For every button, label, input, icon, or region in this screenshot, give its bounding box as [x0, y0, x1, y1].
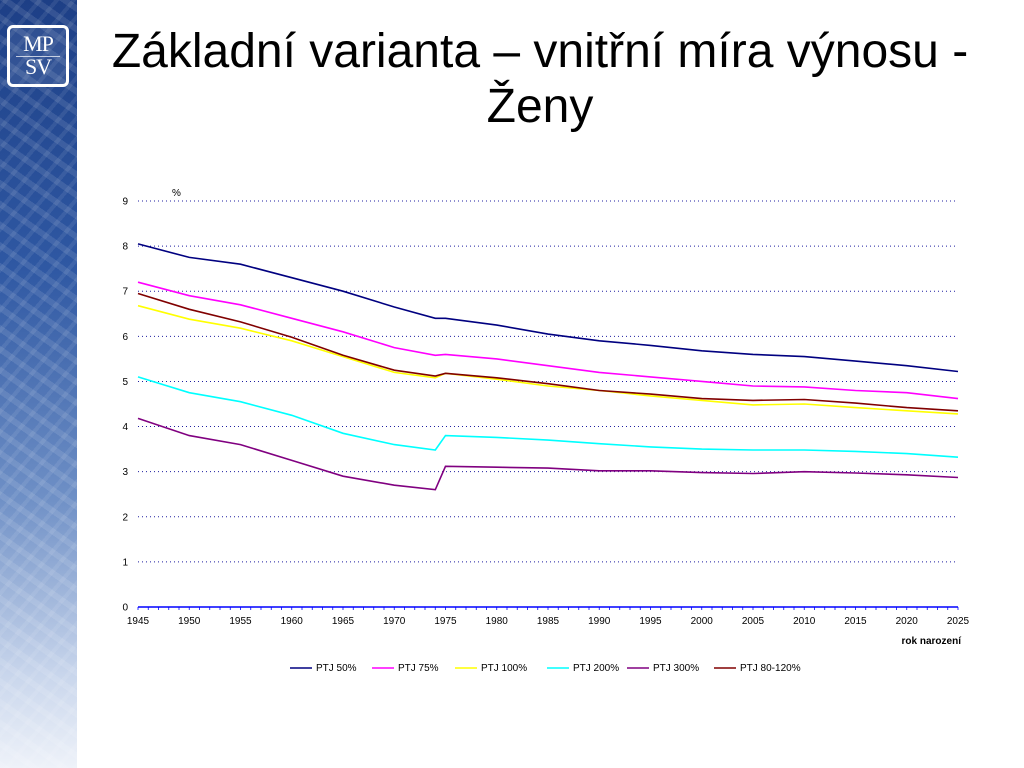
x-tick-label: 2015: [844, 616, 867, 627]
sidebar-pattern: [0, 0, 77, 768]
y-tick-label: 3: [122, 467, 128, 478]
chart-legend: PTJ 50% PTJ 75% PTJ 100% PTJ 200% PTJ 300% PT…: [290, 663, 801, 674]
legend-label: PTJ 75%: [398, 663, 439, 674]
x-tick-label: 2020: [896, 616, 919, 627]
x-tick-label: 1960: [281, 616, 304, 627]
x-tick-label: 1955: [229, 616, 252, 627]
x-tick-label: 1970: [383, 616, 406, 627]
y-axis-unit: %: [172, 188, 181, 199]
sidebar-decoration: MP SV: [0, 0, 77, 768]
logo-row-1: MP: [23, 31, 54, 56]
x-tick-label: 1985: [537, 616, 560, 627]
logo-divider: [16, 56, 60, 57]
legend-label: PTJ 300%: [653, 663, 699, 674]
x-tick-label: 2010: [793, 616, 816, 627]
x-tick-label: 1965: [332, 616, 355, 627]
legend-label: PTJ 100%: [481, 663, 527, 674]
logo-row-2: SV: [24, 54, 52, 79]
x-tick-label: 1995: [639, 616, 662, 627]
x-tick-label: 1990: [588, 616, 611, 627]
chart-axes: 0 1 2 3 4 5 6 7 8 9 1945 1950 1955 1960 1965 1970 1975 19…: [122, 197, 969, 628]
y-tick-label: 8: [122, 242, 128, 253]
y-tick-label: 2: [122, 512, 128, 523]
x-tick-label: 2005: [742, 616, 765, 627]
y-tick-label: 4: [122, 422, 128, 433]
x-tick-label: 1945: [127, 616, 150, 627]
x-tick-label: 1980: [486, 616, 509, 627]
series-line: [137, 376, 959, 458]
legend-label: PTJ 80-120%: [740, 663, 801, 674]
mpsv-logo: MP SV: [7, 25, 69, 87]
y-tick-label: 0: [122, 603, 128, 614]
y-tick-label: 1: [122, 557, 128, 568]
x-tick-label: 1950: [178, 616, 201, 627]
x-tick-label: 2025: [947, 616, 970, 627]
y-tick-label: 7: [122, 287, 128, 298]
series-line: [137, 417, 959, 491]
series-line: [137, 292, 959, 412]
series-line: [137, 304, 959, 415]
x-tick-label: 2000: [691, 616, 714, 627]
legend-label: PTJ 50%: [316, 663, 357, 674]
x-axis-label: rok narození: [902, 636, 963, 647]
slide-title: Základní varianta – vnitřní míra výnosu …: [111, 25, 969, 133]
y-tick-label: 6: [122, 332, 128, 343]
y-tick-label: 9: [122, 197, 128, 208]
series-line: [137, 281, 959, 400]
x-tick-label: 1975: [434, 616, 457, 627]
y-tick-label: 5: [122, 377, 128, 388]
chart-series: [137, 243, 959, 491]
chart-grid: [138, 200, 958, 563]
series-line: [137, 243, 959, 373]
legend-label: PTJ 200%: [573, 663, 619, 674]
line-chart: 0 1 2 3 4 5 6 7 8 9 1945 1950 1955 1960 1965 1970 1975 19…: [122, 188, 969, 674]
